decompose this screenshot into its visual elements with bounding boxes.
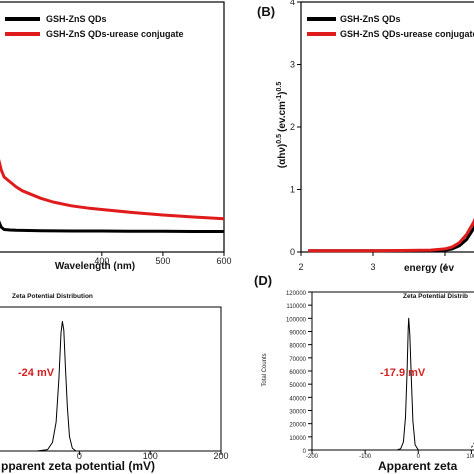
y-tick-label: 0 (290, 247, 295, 257)
panel-c-x-axis-title: pparent zeta potential (mV) (1, 459, 155, 473)
panel-d-zeta-annotation: -17.9 mV (380, 367, 426, 379)
y-tick-label: 100000 (286, 317, 307, 323)
panel-c-frame (0, 306, 222, 452)
x-tick-label: -200 (306, 454, 319, 460)
panel-d-subtitle: Zeta Potential Distrib (403, 293, 468, 300)
legend-label-series-1: GSH-ZnS QDs (340, 14, 401, 24)
panel-c-plot-area (0, 320, 221, 452)
panel-d: (D) Zeta Potential Distrib -200-10001000… (254, 273, 474, 473)
panel-a-legend: GSH-ZnS QDs GSH-ZnS QDs-urease conjugate (5, 14, 184, 39)
x-tick-label: 500 (155, 256, 170, 266)
panel-a-frame (0, 1, 225, 253)
panel-a: GSH-ZnS QDs GSH-ZnS QDs-urease conjugate… (0, 1, 232, 272)
x-tick-label: 4 (442, 262, 447, 272)
y-tick-label: 2 (290, 122, 295, 132)
x-tick-label: 2 (298, 262, 303, 272)
panel-d-y-axis-title: Total Counts (262, 353, 268, 386)
panel-b-y-axis-title: (αhν)0.5(ev.cm-1)0.5 (276, 82, 288, 169)
y-title-mid: (ev.cm (277, 101, 288, 132)
series-line-1 (308, 224, 474, 253)
series-line-1 (312, 317, 474, 451)
y-tick-label: 4 (290, 0, 295, 7)
y-tick-label: 120000 (286, 291, 307, 297)
panel-d-plot-area (312, 317, 474, 451)
y-tick-label: 3 (290, 60, 295, 70)
panel-a-x-ticks: 400 500 600 (94, 252, 232, 266)
y-tick-label: 60000 (289, 370, 306, 376)
y-title-sup-1: 0.5 (276, 134, 283, 144)
y-tick-label: 40000 (289, 396, 306, 402)
y-tick-label: 90000 (289, 331, 306, 337)
y-tick-label: 0 (303, 449, 307, 455)
x-tick-label: 600 (216, 256, 231, 266)
x-tick-label: 400 (94, 256, 109, 266)
y-title-close: ) (277, 91, 288, 94)
legend-label-series-2: GSH-ZnS QDs-urease conjugate (340, 29, 474, 39)
series-line-2 (308, 217, 474, 253)
y-tick-label: 1 (290, 185, 295, 195)
series-line-1 (0, 220, 224, 233)
legend-label-series-1: GSH-ZnS QDs (46, 14, 107, 24)
series-line-1 (0, 320, 221, 452)
panel-d-label: (D) (254, 273, 272, 288)
y-tick-label: 80000 (289, 344, 306, 350)
panel-a-x-axis-title: Wavelength (nm) (55, 261, 135, 272)
panel-c-zeta-annotation: -24 mV (18, 367, 55, 379)
x-tick-label: 100 (143, 451, 158, 461)
panel-c: Zeta Potential Distribution 0 100 200 -24 … (0, 293, 229, 473)
panel-b-frame (300, 1, 474, 253)
y-tick-label: 50000 (289, 383, 306, 389)
x-tick-label: 3 (370, 262, 375, 272)
panel-b-label: (B) (257, 4, 275, 19)
legend-label-series-2: GSH-ZnS QDs-urease conjugate (46, 29, 184, 39)
panel-c-subtitle: Zeta Potential Distribution (12, 293, 93, 300)
y-title-sup-2: -1 (276, 95, 283, 101)
x-tick-label: 0 (77, 451, 82, 461)
x-tick-label: 100 (466, 454, 474, 460)
panel-b-legend: GSH-ZnS QDs GSH-ZnS QDs-urease conjugate (307, 14, 474, 39)
y-title-sup-3: 0.5 (276, 82, 283, 92)
panel-c-x-ticks: 0 100 200 (77, 451, 229, 461)
y-tick-label: 110000 (286, 304, 306, 310)
panel-b-plot-area (308, 217, 474, 253)
panel-d-ticks: -200 -100 0 100 0 10000 20000 30000 40000 50000 60… (286, 291, 474, 460)
panel-d-x-axis-title: Apparent zeta (378, 459, 458, 473)
panel-b: (B) GSH-ZnS QDs GSH-ZnS QDs-urease conju… (257, 0, 474, 274)
y-tick-label: 70000 (289, 357, 306, 363)
y-title-base: (αhν) (277, 144, 288, 168)
panel-a-plot-area (0, 158, 225, 233)
x-tick-label: 0 (417, 454, 421, 460)
y-tick-label: 20000 (289, 423, 306, 429)
x-tick-label: -100 (359, 454, 372, 460)
panel-b-x-axis-title: energy (ev (404, 263, 454, 274)
y-tick-label: 30000 (289, 410, 306, 416)
y-tick-label: 10000 (289, 436, 306, 442)
x-tick-label: 200 (213, 451, 228, 461)
panel-b-ticks: 2 3 4 0 1 2 3 4 (290, 0, 448, 272)
series-line-2 (0, 158, 225, 221)
